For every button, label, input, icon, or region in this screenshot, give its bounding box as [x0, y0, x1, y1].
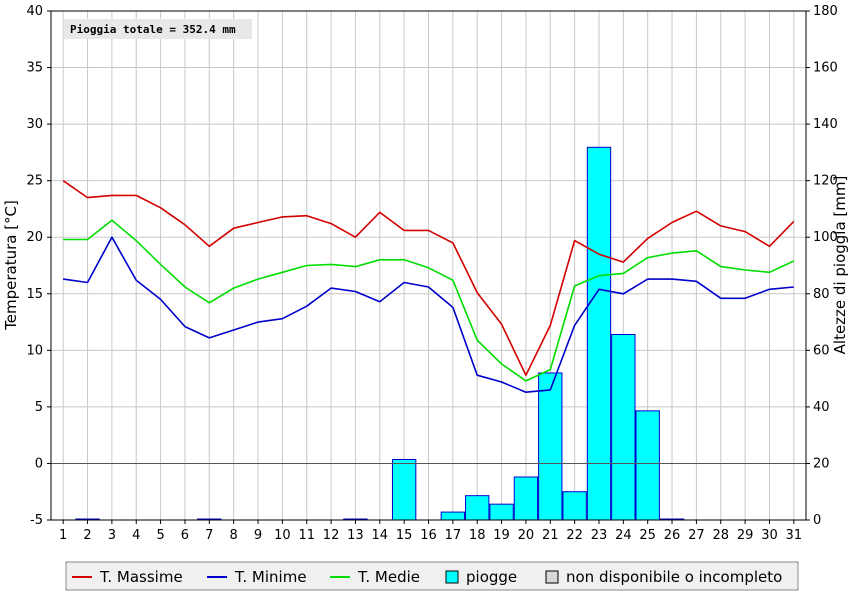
x-tick-label: 23 [591, 528, 608, 543]
temperature-lines [62, 180, 795, 394]
x-tick-label: 2 [83, 528, 91, 543]
rain-bar [513, 476, 539, 521]
legend-item: T. Medie [330, 568, 420, 586]
x-tick-label: 11 [298, 528, 315, 543]
rain-bar [465, 495, 490, 521]
y-tick-label-right: 60 [813, 343, 830, 358]
annotation-box [64, 19, 252, 39]
x-tick-label: 5 [156, 528, 164, 543]
x-tick-label: 17 [445, 528, 462, 543]
x-tick-label: 20 [518, 528, 535, 543]
x-tick-label: 26 [664, 528, 681, 543]
y-tick-label-left: -5 [30, 513, 43, 528]
y-tick-label-right: 80 [813, 287, 830, 302]
x-tick-label: 24 [615, 528, 632, 543]
y-tick-label-left: 10 [26, 343, 43, 358]
x-tick-label: 18 [469, 528, 486, 543]
x-tick-label: 25 [639, 528, 656, 543]
x-tick-label: 16 [420, 528, 437, 543]
x-tick-label: 10 [274, 528, 291, 543]
y-tick-label-left: 5 [35, 400, 43, 415]
gridlines [51, 10, 806, 521]
x-tick-label: 3 [108, 528, 116, 543]
legend-swatch [445, 570, 459, 584]
x-tick-label: 29 [737, 528, 754, 543]
series-line-tmassime [62, 180, 795, 377]
y-tick-label-left: 30 [26, 117, 43, 132]
y-tick-label-right: 0 [813, 513, 821, 528]
y-tick-label-left: 25 [26, 174, 43, 189]
x-tick-label: 9 [254, 528, 262, 543]
legend-label: T. Massime [99, 568, 183, 586]
y-tick-label-right: 140 [813, 117, 838, 132]
legend-label: T. Medie [357, 568, 420, 586]
x-tick-label: 27 [688, 528, 705, 543]
y-tick-label-right: 20 [813, 456, 830, 471]
x-tick-label: 8 [230, 528, 238, 543]
y-tick-label-right: 180 [813, 4, 838, 19]
x-tick-label: 7 [205, 528, 213, 543]
rain-bar [391, 458, 417, 521]
y-tick-label-left: 15 [26, 287, 43, 302]
x-axis-ticks: 1 2 3 4 5 6 7 8 9 10 11 12 13 14 15 16 17 18 19 20 21 22 23 24 2… [59, 520, 802, 543]
y-tick-label-right: 160 [813, 61, 838, 76]
right-axis-ticks: 0 20 40 60 80 100 120 140 160 180 [806, 4, 838, 528]
rain-bar [586, 146, 612, 521]
y-tick-label-left: 20 [26, 230, 43, 245]
annotation-text: Pioggia totale = 352.4 mm [70, 23, 236, 36]
rain-bar [562, 491, 587, 521]
x-tick-label: 13 [347, 528, 364, 543]
x-tick-label: 12 [323, 528, 340, 543]
y-tick-label-left: 35 [26, 61, 43, 76]
legend-label: T. Minime [234, 568, 307, 586]
legend-item: T. Massime [72, 568, 183, 586]
x-tick-label: 31 [786, 528, 803, 543]
legend-label: piogge [466, 568, 517, 586]
left-axis-ticks: -5 0 5 10 15 20 25 30 35 40 [26, 4, 51, 528]
y-tick-label-right: 100 [813, 230, 838, 245]
rain-bar [440, 511, 466, 521]
right-axis-title: Altezze di pioggia [mm] [831, 176, 849, 355]
rain-bar [538, 372, 563, 521]
x-tick-label: 1 [59, 528, 67, 543]
series-line-tminime [63, 236, 794, 394]
legend-swatch [545, 570, 559, 584]
rain-bar [635, 410, 660, 521]
y-tick-label-left: 0 [35, 456, 43, 471]
legend-item: piogge [445, 568, 517, 586]
x-tick-label: 21 [542, 528, 559, 543]
x-tick-label: 6 [181, 528, 189, 543]
x-tick-label: 22 [566, 528, 583, 543]
legend-item: T. Minime [207, 568, 307, 586]
x-tick-label: 28 [712, 528, 729, 543]
y-tick-label-left: 40 [26, 4, 43, 19]
legend-box [65, 561, 799, 591]
y-tick-label-right: 120 [813, 174, 838, 189]
legend-label: non disponibile o incompleto [566, 568, 782, 586]
legend-item: non disponibile o incompleto [545, 568, 782, 586]
x-tick-label: 15 [396, 528, 413, 543]
x-tick-label: 14 [372, 528, 389, 543]
rain-bar [611, 333, 636, 521]
x-tick-label: 30 [761, 528, 778, 543]
left-axis-title: Temperatura [°C] [2, 200, 20, 331]
y-tick-label-right: 40 [813, 400, 830, 415]
rain-total-annotation: Pioggia totale = 352.4 mm [64, 19, 252, 39]
rain-bar [489, 503, 514, 521]
legend: T. Massime T. Minime T. Medie piogge non dis… [65, 561, 799, 591]
x-tick-label: 4 [132, 528, 140, 543]
x-tick-label: 19 [493, 528, 510, 543]
series-line-tmedie [63, 219, 795, 382]
